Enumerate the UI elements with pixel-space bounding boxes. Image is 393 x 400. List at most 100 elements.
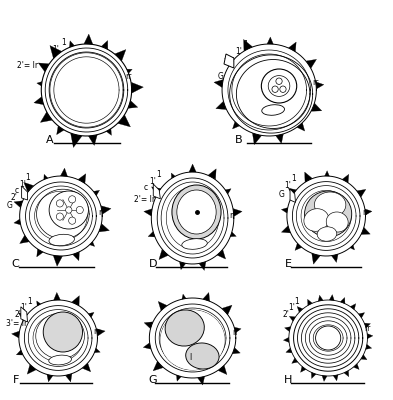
Polygon shape: [305, 172, 312, 182]
Text: rr: rr: [362, 208, 369, 217]
Polygon shape: [214, 80, 223, 88]
Circle shape: [280, 86, 286, 92]
Polygon shape: [267, 37, 273, 44]
Text: D: D: [149, 259, 157, 269]
Text: 1: 1: [156, 170, 161, 179]
Polygon shape: [70, 41, 74, 47]
Polygon shape: [292, 358, 298, 363]
Text: E: E: [285, 259, 292, 269]
Polygon shape: [252, 133, 261, 145]
Ellipse shape: [165, 310, 204, 346]
Polygon shape: [158, 302, 167, 311]
Circle shape: [69, 196, 76, 203]
Polygon shape: [225, 58, 233, 66]
Text: rr: rr: [365, 324, 371, 333]
Text: 3'= lr: 3'= lr: [6, 319, 27, 328]
Polygon shape: [333, 375, 338, 381]
Polygon shape: [189, 164, 196, 172]
Polygon shape: [24, 182, 33, 192]
Polygon shape: [234, 327, 241, 333]
Polygon shape: [350, 245, 354, 250]
Polygon shape: [14, 201, 22, 208]
Polygon shape: [216, 101, 226, 110]
Polygon shape: [144, 209, 152, 216]
Ellipse shape: [36, 313, 84, 359]
Polygon shape: [217, 250, 226, 259]
Polygon shape: [361, 228, 370, 234]
Polygon shape: [281, 226, 290, 233]
Polygon shape: [95, 348, 100, 353]
Ellipse shape: [304, 209, 329, 231]
Text: 1': 1': [149, 177, 156, 186]
Polygon shape: [285, 327, 290, 332]
Polygon shape: [47, 374, 53, 382]
Polygon shape: [153, 184, 160, 199]
Polygon shape: [38, 63, 49, 72]
Polygon shape: [180, 262, 186, 270]
Polygon shape: [54, 292, 61, 300]
Polygon shape: [71, 134, 82, 148]
Polygon shape: [128, 101, 138, 108]
Polygon shape: [354, 364, 359, 370]
Text: 2': 2': [15, 310, 22, 319]
Text: rr: rr: [312, 78, 318, 87]
Polygon shape: [233, 208, 242, 216]
Polygon shape: [342, 174, 349, 183]
Ellipse shape: [314, 192, 346, 218]
Circle shape: [66, 207, 72, 213]
Polygon shape: [306, 59, 316, 68]
Text: rr: rr: [233, 328, 239, 337]
Text: B: B: [235, 135, 242, 145]
Polygon shape: [106, 129, 112, 135]
Polygon shape: [208, 169, 216, 179]
Text: 1': 1': [284, 181, 291, 190]
Ellipse shape: [268, 76, 290, 96]
Polygon shape: [78, 174, 86, 183]
Polygon shape: [365, 209, 372, 215]
Polygon shape: [61, 168, 68, 176]
Polygon shape: [288, 188, 296, 195]
Polygon shape: [222, 305, 232, 315]
Polygon shape: [182, 294, 186, 299]
Polygon shape: [18, 313, 27, 320]
Ellipse shape: [305, 191, 352, 237]
Text: G: G: [148, 375, 157, 385]
Text: rr: rr: [229, 211, 235, 220]
Polygon shape: [366, 344, 372, 349]
Polygon shape: [144, 322, 153, 329]
Text: c: c: [14, 186, 18, 195]
Polygon shape: [288, 42, 296, 52]
Ellipse shape: [182, 239, 207, 249]
Text: 2'= lr: 2'= lr: [17, 61, 38, 70]
Polygon shape: [50, 46, 62, 58]
Polygon shape: [115, 50, 126, 61]
Ellipse shape: [49, 234, 74, 246]
Text: H: H: [284, 375, 292, 385]
Polygon shape: [329, 294, 334, 300]
Polygon shape: [17, 350, 23, 355]
Polygon shape: [22, 186, 28, 200]
Polygon shape: [318, 295, 323, 301]
Text: G: G: [218, 72, 224, 81]
Polygon shape: [281, 208, 288, 213]
Polygon shape: [359, 313, 365, 318]
Polygon shape: [297, 123, 305, 131]
Polygon shape: [118, 115, 130, 127]
Polygon shape: [225, 189, 231, 194]
Polygon shape: [153, 361, 163, 371]
Polygon shape: [286, 348, 292, 353]
Text: rr: rr: [94, 327, 100, 336]
Text: 1: 1: [243, 40, 248, 49]
Polygon shape: [152, 187, 161, 195]
Polygon shape: [203, 292, 210, 301]
Polygon shape: [131, 82, 143, 93]
Polygon shape: [351, 304, 356, 310]
Polygon shape: [66, 374, 72, 382]
Polygon shape: [332, 254, 338, 262]
Polygon shape: [20, 235, 29, 244]
Polygon shape: [199, 262, 206, 270]
Polygon shape: [99, 224, 109, 232]
Polygon shape: [171, 173, 175, 178]
Text: 1': 1': [288, 304, 295, 312]
Polygon shape: [340, 298, 345, 304]
